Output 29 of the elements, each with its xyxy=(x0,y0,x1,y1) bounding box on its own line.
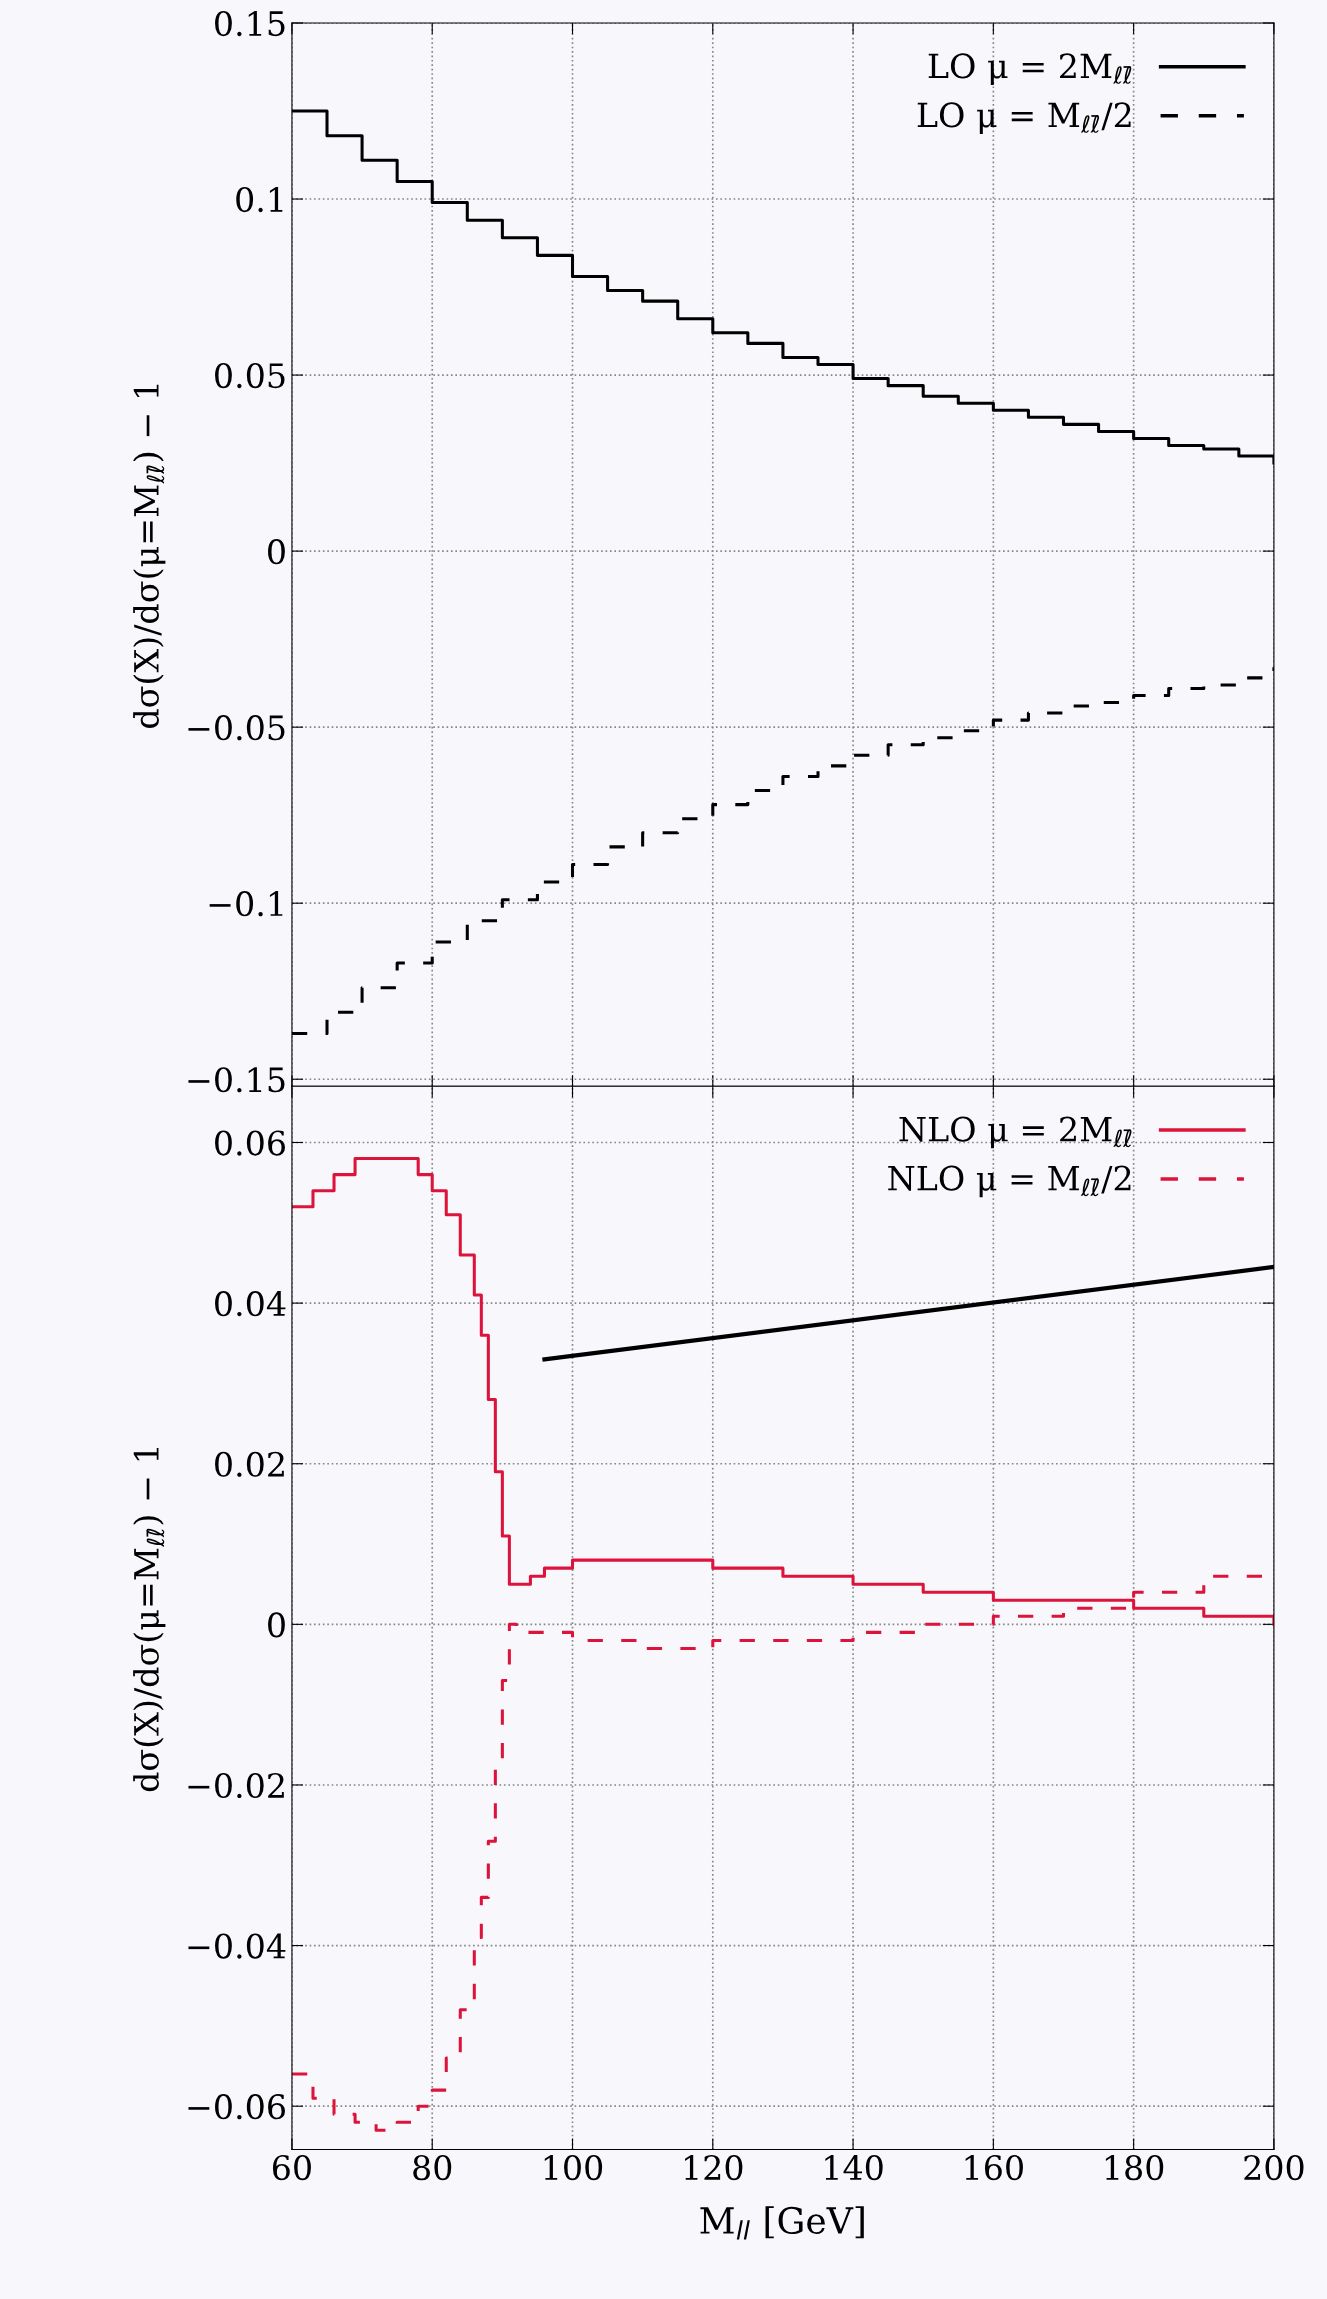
y-tick-label: 0.15 xyxy=(215,10,285,37)
x-tick-label: 160 xyxy=(965,2155,1023,2181)
legend-label: NLO μ = 2M$_{ℓℓ̄}$ xyxy=(899,1116,1132,1149)
y-tick-label: 0.06 xyxy=(215,1130,285,1156)
y-tick-label: 0.04 xyxy=(215,1291,286,1317)
x-tick-label: 60 xyxy=(272,2155,311,2181)
x-tick-label: 180 xyxy=(1105,2155,1164,2181)
x-tick-label: 100 xyxy=(544,2155,603,2181)
y-tick-label: −0.1 xyxy=(209,891,283,917)
x-tick-label: 140 xyxy=(825,2155,883,2181)
x-axis-title: M$_{ll}$ [GeV] xyxy=(700,2206,864,2240)
legend-label: NLO μ = M$_{ℓℓ̄}$/2 xyxy=(888,1165,1131,1198)
y-tick-label: 0 xyxy=(268,539,285,565)
y-tick-label: −0.15 xyxy=(188,1067,285,1093)
legend-label: LO μ = 2M$_{ℓℓ̄}$ xyxy=(928,53,1132,85)
y-tick-label: 0 xyxy=(268,1612,285,1638)
y-tick-label: 0.1 xyxy=(236,186,283,213)
y-tick-label: −0.02 xyxy=(188,1772,284,1799)
y-tick-label: −0.04 xyxy=(188,1933,286,1959)
y-tick-label: 0.05 xyxy=(215,363,285,389)
y-axis-title: dσ(X)/dσ(μ=M$_{ℓℓ̄}$) − 1 xyxy=(133,1447,166,1792)
y-tick-label: 0.02 xyxy=(215,1451,284,1477)
x-tick-label: 200 xyxy=(1244,2155,1304,2181)
legend-label: LO μ = M$_{ℓℓ̄}$/2 xyxy=(917,102,1131,134)
x-tick-label: 120 xyxy=(685,2155,743,2181)
y-tick-label: −0.06 xyxy=(188,2094,285,2120)
x-tick-label: 80 xyxy=(413,2155,452,2181)
y-axis-title: dσ(X)/dσ(μ=M$_{ℓℓ̄}$) − 1 xyxy=(133,384,166,728)
y-tick-label: −0.05 xyxy=(188,715,285,741)
